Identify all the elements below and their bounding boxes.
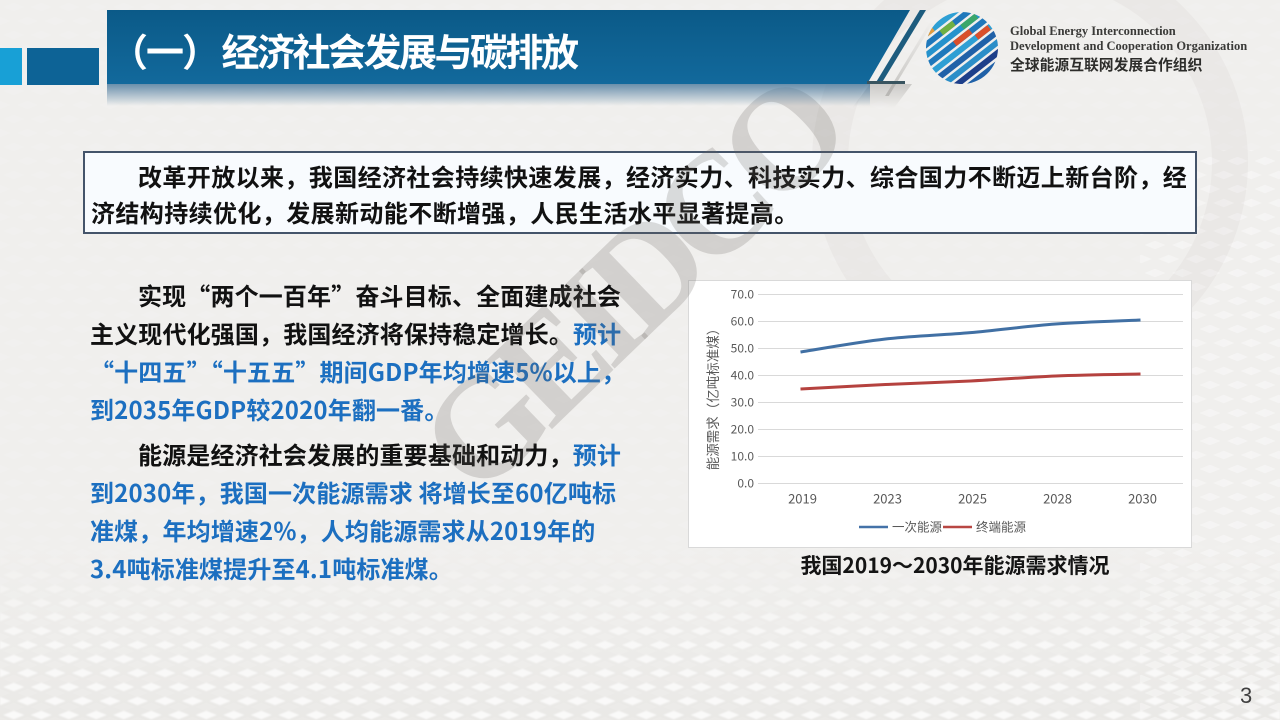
svg-text:2030: 2030 <box>1128 489 1157 508</box>
svg-text:70.0: 70.0 <box>731 286 755 303</box>
svg-text:能源需求（亿吨标准煤）: 能源需求（亿吨标准煤） <box>702 322 722 471</box>
svg-text:2019: 2019 <box>788 489 817 508</box>
svg-text:2028: 2028 <box>1043 489 1072 508</box>
svg-text:40.0: 40.0 <box>731 367 755 384</box>
svg-text:0.0: 0.0 <box>737 475 754 492</box>
svg-text:50.0: 50.0 <box>731 340 755 357</box>
svg-text:2023: 2023 <box>873 489 902 508</box>
svg-text:终端能源: 终端能源 <box>976 517 1027 536</box>
svg-text:30.0: 30.0 <box>731 394 755 411</box>
svg-text:10.0: 10.0 <box>731 448 755 465</box>
svg-text:2025: 2025 <box>958 489 987 508</box>
svg-text:一次能源: 一次能源 <box>892 517 943 536</box>
svg-text:60.0: 60.0 <box>731 313 755 330</box>
svg-text:20.0: 20.0 <box>731 421 755 438</box>
